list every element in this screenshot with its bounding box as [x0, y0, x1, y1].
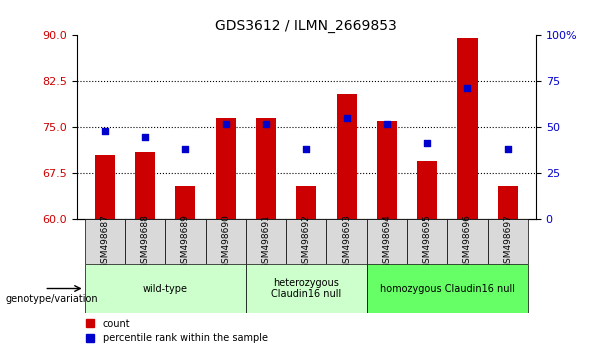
- FancyBboxPatch shape: [246, 219, 286, 264]
- Text: GSM498688: GSM498688: [141, 214, 150, 269]
- Text: GSM498689: GSM498689: [181, 214, 190, 269]
- Bar: [458, 39, 478, 219]
- FancyBboxPatch shape: [367, 219, 407, 264]
- Point: [342, 115, 351, 121]
- Bar: [296, 186, 316, 219]
- Point: [140, 134, 150, 139]
- Bar: [135, 152, 155, 219]
- Text: GSM498695: GSM498695: [423, 214, 432, 269]
- Text: GSM498691: GSM498691: [262, 214, 270, 269]
- Text: homozygous Claudin16 null: homozygous Claudin16 null: [380, 284, 515, 293]
- Bar: [256, 118, 276, 219]
- Point: [221, 121, 230, 127]
- Text: GSM498690: GSM498690: [221, 214, 230, 269]
- Point: [503, 146, 512, 152]
- Text: GSM498692: GSM498692: [302, 214, 311, 269]
- Point: [181, 146, 190, 152]
- Point: [262, 121, 271, 127]
- Point: [302, 146, 311, 152]
- Bar: [377, 121, 397, 219]
- Legend: count, percentile rank within the sample: count, percentile rank within the sample: [81, 315, 272, 347]
- Bar: [336, 94, 357, 219]
- Text: GSM498697: GSM498697: [503, 214, 512, 269]
- FancyBboxPatch shape: [85, 219, 125, 264]
- Bar: [417, 161, 437, 219]
- Point: [382, 121, 392, 127]
- FancyBboxPatch shape: [447, 219, 488, 264]
- Text: GSM498687: GSM498687: [100, 214, 110, 269]
- FancyBboxPatch shape: [166, 219, 206, 264]
- Point: [422, 140, 432, 145]
- Bar: [216, 118, 236, 219]
- Text: GSM498696: GSM498696: [463, 214, 472, 269]
- FancyBboxPatch shape: [286, 219, 326, 264]
- FancyBboxPatch shape: [407, 219, 447, 264]
- FancyBboxPatch shape: [326, 219, 367, 264]
- Text: wild-type: wild-type: [143, 284, 188, 293]
- FancyBboxPatch shape: [206, 219, 246, 264]
- FancyBboxPatch shape: [367, 264, 528, 313]
- Bar: [176, 186, 196, 219]
- Text: GSM498694: GSM498694: [382, 214, 391, 269]
- FancyBboxPatch shape: [125, 219, 166, 264]
- Text: GSM498693: GSM498693: [342, 214, 351, 269]
- Point: [463, 85, 472, 90]
- Bar: [498, 186, 518, 219]
- Title: GDS3612 / ILMN_2669853: GDS3612 / ILMN_2669853: [216, 19, 397, 33]
- Point: [100, 128, 110, 133]
- Bar: [95, 155, 115, 219]
- FancyBboxPatch shape: [246, 264, 367, 313]
- Text: genotype/variation: genotype/variation: [6, 294, 98, 304]
- FancyBboxPatch shape: [488, 219, 528, 264]
- Text: heterozygous
Claudin16 null: heterozygous Claudin16 null: [271, 278, 342, 299]
- FancyBboxPatch shape: [85, 264, 246, 313]
